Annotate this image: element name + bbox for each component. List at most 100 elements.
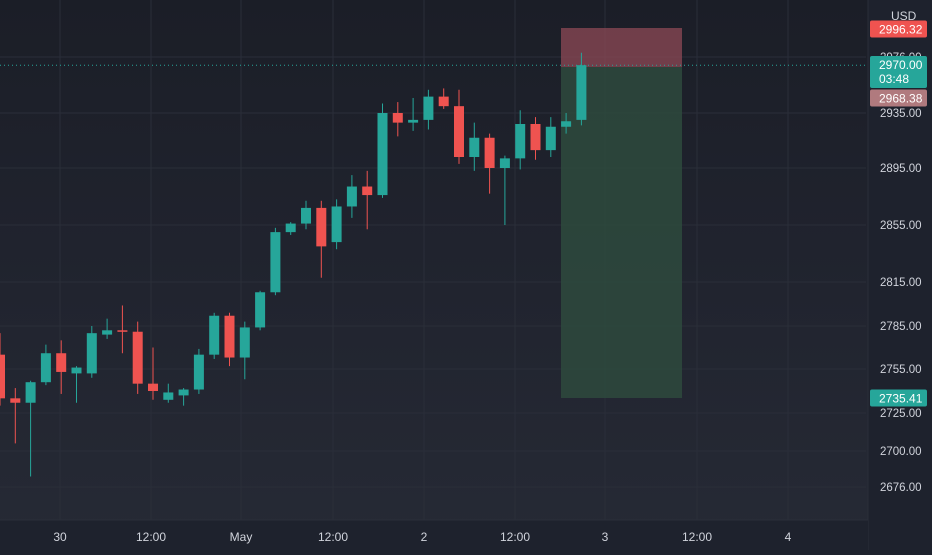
- price-tick-label: 2755.00: [880, 364, 922, 376]
- price-tick-label: 2895.00: [880, 163, 922, 175]
- time-tick-label: 2: [421, 530, 428, 544]
- candle: [316, 200, 327, 278]
- currency-label[interactable]: USD: [891, 9, 917, 23]
- candle: [132, 321, 143, 394]
- candle: [576, 52, 587, 126]
- candle-body: [10, 398, 21, 403]
- candle: [561, 113, 572, 134]
- candle-body: [25, 382, 36, 403]
- position-zones: [561, 28, 682, 398]
- time-tick-label: 12:00: [500, 530, 530, 544]
- candle-body: [285, 223, 296, 233]
- take-profit-price-label-background: [870, 389, 927, 407]
- candle: [346, 175, 357, 218]
- candle-body: [255, 292, 266, 328]
- candle: [224, 312, 235, 367]
- candle-body: [362, 186, 373, 196]
- candle-body: [193, 354, 204, 390]
- price-tick-label: 2815.00: [880, 277, 922, 289]
- stop-loss-price-label-text: 2996.32: [879, 23, 923, 37]
- candle: [454, 89, 464, 164]
- candle: [270, 227, 281, 296]
- candle: [102, 318, 113, 339]
- time-tick-label: 12:00: [682, 530, 712, 544]
- candle-body: [576, 65, 587, 120]
- time-axis[interactable]: 30 12:00 May 12:00 2 12:00 3 12:00 4: [0, 519, 868, 550]
- candle: [56, 340, 67, 394]
- candle-body: [561, 121, 572, 127]
- candle: [530, 117, 541, 160]
- candle: [0, 333, 5, 406]
- time-tick-label: May: [230, 530, 253, 544]
- candle-body: [71, 367, 82, 374]
- candle: [285, 222, 296, 235]
- candle: [408, 97, 419, 131]
- candle: [86, 326, 97, 378]
- take-profit-price-label-text: 2735.41: [879, 392, 923, 406]
- candle-body: [56, 353, 67, 372]
- candle: [301, 200, 311, 230]
- candle-body: [163, 392, 174, 400]
- entry-price-label: 2968.38: [870, 89, 927, 107]
- candle-body: [499, 158, 510, 168]
- time-tick-label: 30: [53, 530, 67, 544]
- candle-body: [377, 113, 388, 196]
- last-price-label-text: 2970.00: [879, 58, 923, 72]
- price-tick-label: 2700.00: [880, 446, 922, 458]
- candle: [10, 388, 21, 444]
- time-tick-label: 3: [602, 530, 609, 544]
- take-profit-price-label: 2735.41: [870, 389, 927, 407]
- candle: [239, 321, 250, 380]
- last-price-label-background: [870, 56, 927, 88]
- candle: [163, 383, 174, 403]
- candle-body: [515, 124, 526, 159]
- candle-body: [239, 327, 250, 358]
- candle: [71, 366, 82, 403]
- candle-body: [301, 207, 311, 224]
- last-price-label-text: 03:48: [879, 72, 909, 86]
- candle: [25, 380, 36, 477]
- candle-body: [484, 137, 495, 168]
- candle: [515, 110, 526, 170]
- candle-body: [316, 207, 327, 247]
- candle: [193, 348, 204, 394]
- price-tick-label: 2785.00: [880, 321, 922, 333]
- candle: [148, 347, 158, 400]
- candle: [255, 290, 266, 331]
- price-tick-label: 2935.00: [880, 108, 922, 120]
- candle: [117, 305, 128, 354]
- candle: [377, 103, 388, 198]
- candle-body: [392, 113, 403, 123]
- candle: [392, 102, 403, 137]
- candle-body: [40, 353, 51, 383]
- price-tick-label: 2855.00: [880, 220, 922, 232]
- candle-body: [209, 315, 220, 355]
- candle: [438, 88, 449, 109]
- candle-body: [270, 232, 281, 293]
- candle-body: [530, 124, 541, 151]
- candle-body: [178, 389, 189, 396]
- time-tick-label: 4: [785, 530, 792, 544]
- price-tick-label: 2676.00: [880, 482, 922, 494]
- candle: [499, 155, 510, 225]
- entry-price-label-text: 2968.38: [879, 92, 923, 106]
- candles: [0, 52, 587, 477]
- candle: [545, 117, 556, 157]
- candle: [209, 312, 220, 359]
- time-tick-label: 12:00: [318, 530, 348, 544]
- time-tick-label: 12:00: [136, 530, 166, 544]
- stop-loss-zone: [561, 28, 682, 67]
- candle-body: [423, 96, 434, 120]
- candle-body: [148, 383, 158, 391]
- time-axis-background: [0, 520, 868, 550]
- candle: [331, 199, 342, 250]
- candle-body: [469, 137, 480, 157]
- candle-body: [346, 186, 357, 207]
- candle-body: [0, 354, 5, 399]
- candle-body: [454, 106, 464, 157]
- candle-body: [102, 330, 113, 335]
